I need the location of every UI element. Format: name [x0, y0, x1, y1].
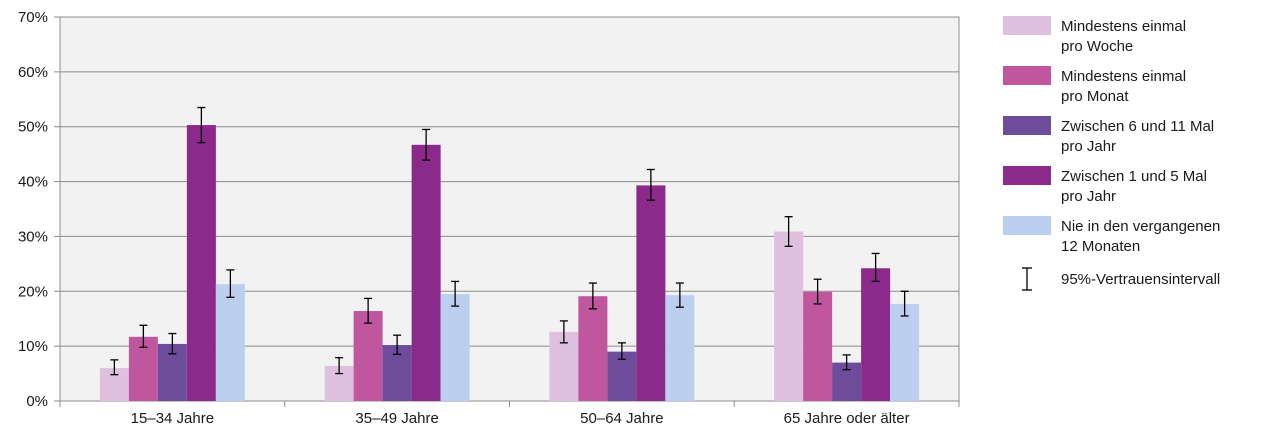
y-tick-label: 40%: [18, 174, 48, 191]
error-bars: [110, 106, 909, 376]
category-label: 65 Jahre oder älter: [784, 410, 910, 427]
bar: [665, 295, 695, 401]
bar: [636, 185, 666, 401]
legend-swatch: [1003, 16, 1051, 35]
y-tick-label: 60%: [18, 64, 48, 81]
bar: [890, 303, 920, 401]
bar: [411, 144, 441, 401]
y-tick-label: 30%: [18, 228, 48, 245]
legend-swatch: [1003, 166, 1051, 185]
legend-swatch: [1003, 116, 1051, 135]
legend-label: Mindestens einmal pro Monat: [1061, 68, 1186, 105]
bar: [353, 311, 383, 401]
y-tick-label: 20%: [18, 283, 48, 300]
legend-label: Zwischen 1 und 5 Mal pro Jahr: [1061, 168, 1207, 205]
y-axis-ticks: 0% 10% 20% 30% 40% 50% 60% 70%: [18, 9, 60, 410]
y-tick-label: 50%: [18, 119, 48, 136]
category-label: 15–34 Jahre: [131, 410, 214, 427]
legend-label: Mindestens einmal pro Woche: [1061, 18, 1186, 55]
bar: [803, 291, 833, 401]
legend-swatch: [1003, 216, 1051, 235]
bar: [578, 296, 608, 401]
bar: [861, 268, 891, 401]
bar: [774, 231, 804, 401]
bar: [215, 284, 245, 401]
bars: [99, 125, 920, 401]
legend-swatch: [1003, 66, 1051, 85]
y-tick-label: 70%: [18, 9, 48, 26]
legend-label: Zwischen 6 und 11 Mal pro Jahr: [1061, 118, 1214, 155]
bar: [186, 125, 216, 401]
legend-label: Nie in den vergangenen 12 Monaten: [1061, 218, 1220, 255]
y-tick-label: 10%: [18, 338, 48, 355]
category-label: 50–64 Jahre: [580, 410, 663, 427]
bar: [440, 294, 470, 401]
x-axis-categories: 15–34 Jahre 35–49 Jahre 50–64 Jahre 65 Jahr…: [59, 401, 960, 427]
legend: Mindestens einmal pro Woche Mindestens ein…: [1003, 16, 1220, 291]
category-label: 35–49 Jahre: [355, 410, 438, 427]
ci-legend-label: 95%-Vertrauensintervall: [1061, 271, 1220, 288]
y-tick-label: 0%: [26, 393, 48, 410]
